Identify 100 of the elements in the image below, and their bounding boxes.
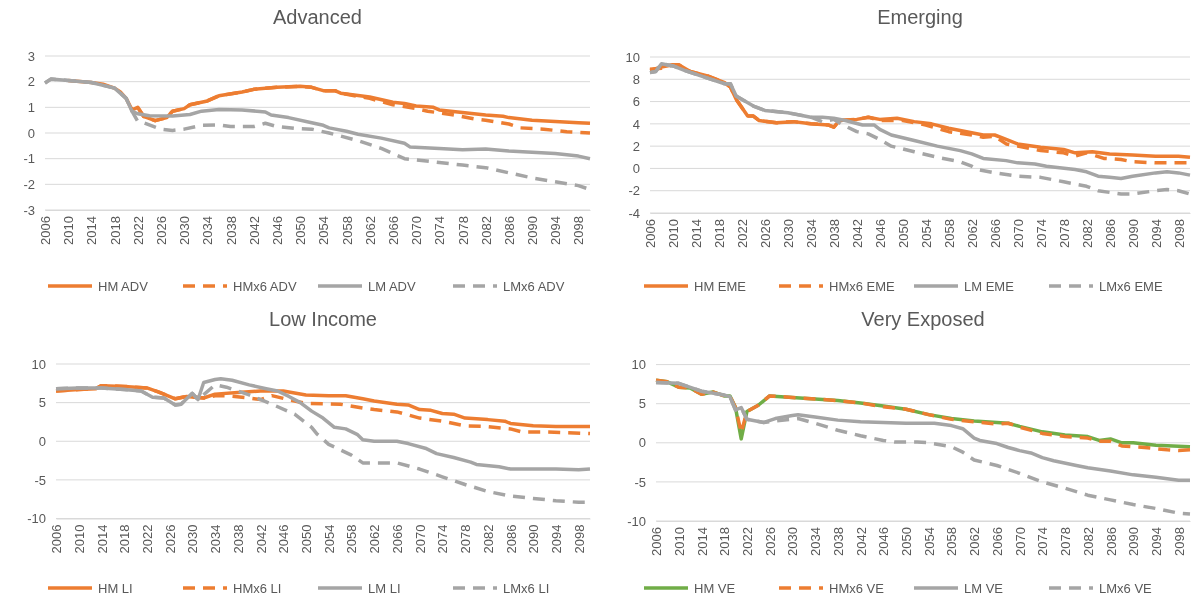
x-tick-label: 2042 (253, 524, 269, 554)
x-tick-label: 2030 (177, 216, 193, 245)
chart-title: Very Exposed (861, 308, 985, 330)
x-tick-label: 2026 (154, 216, 170, 245)
legend-label: HM EME (694, 279, 747, 294)
y-tick-label: 6 (632, 94, 640, 110)
x-tick-label: 2070 (1010, 219, 1026, 248)
x-tick-label: 2042 (853, 527, 869, 556)
x-tick-label: 2050 (895, 219, 911, 248)
x-tick-label: 2014 (689, 219, 705, 248)
legend-label: LM LI (368, 581, 401, 596)
x-tick-label: 2090 (1126, 527, 1142, 556)
x-tick-label: 2006 (643, 219, 659, 248)
x-tick-label: 2038 (223, 216, 239, 245)
y-tick-label: 0 (638, 435, 646, 451)
y-tick-label: 5 (638, 396, 646, 412)
x-tick-label: 2094 (548, 216, 564, 245)
y-tick-label: -5 (634, 474, 646, 490)
x-tick-label: 2010 (666, 219, 682, 248)
y-tick-label: 0 (632, 161, 640, 177)
x-tick-label: 2034 (208, 524, 224, 554)
x-tick-label: 2034 (803, 219, 819, 248)
y-tick-label: -5 (34, 472, 46, 488)
y-tick-label: 1 (27, 99, 35, 115)
y-tick-label: 10 (625, 49, 640, 65)
x-tick-label: 2050 (299, 524, 315, 554)
chart-title: Emerging (877, 6, 963, 28)
x-tick-label: 2006 (49, 524, 65, 554)
x-tick-label: 2030 (780, 219, 796, 248)
x-tick-label: 2094 (548, 524, 564, 554)
y-tick-label: 10 (31, 356, 46, 372)
x-tick-label: 2094 (1148, 219, 1164, 248)
x-tick-label: 2094 (1148, 527, 1164, 556)
legend-label: LM EME (964, 279, 1015, 294)
x-tick-label: 2098 (1171, 527, 1187, 556)
x-tick-label: 2098 (571, 216, 587, 245)
y-tick-label: 0 (38, 433, 46, 449)
legend-label: HM ADV (98, 279, 149, 294)
x-tick-label: 2078 (458, 524, 474, 554)
x-tick-label: 2050 (293, 216, 309, 245)
legend-label: HM VE (694, 581, 736, 596)
x-tick-label: 2086 (1103, 527, 1119, 556)
x-tick-label: 2006 (649, 527, 665, 556)
x-tick-label: 2022 (139, 524, 155, 554)
y-tick-label: 2 (632, 138, 640, 154)
x-tick-label: 2018 (717, 527, 733, 556)
x-tick-label: 2014 (694, 527, 710, 556)
x-tick-label: 2070 (1012, 527, 1028, 556)
y-tick-label: -4 (628, 205, 640, 221)
x-tick-label: 2038 (830, 527, 846, 556)
x-tick-label: 2062 (362, 216, 378, 245)
x-tick-label: 2082 (478, 216, 494, 245)
x-tick-label: 2042 (246, 216, 262, 245)
x-tick-label: 2066 (385, 216, 401, 245)
y-tick-label: -10 (27, 511, 46, 527)
x-tick-label: 2082 (1080, 527, 1096, 556)
x-tick-label: 2058 (339, 216, 355, 245)
x-tick-label: 2030 (185, 524, 201, 554)
x-tick-label: 2058 (344, 524, 360, 554)
x-tick-label: 2046 (276, 524, 292, 554)
legend-label: LM VE (964, 581, 1004, 596)
x-tick-label: 2054 (918, 219, 934, 248)
legend-label: LMx6 VE (1099, 581, 1153, 596)
x-tick-label: 2098 (571, 524, 587, 554)
x-tick-label: 2042 (849, 219, 865, 248)
x-tick-label: 2050 (899, 527, 915, 556)
x-tick-label: 2098 (1171, 219, 1187, 248)
chart-title: Advanced (273, 6, 362, 28)
x-tick-label: 2086 (1102, 219, 1118, 248)
legend-label: LMx6 EME (1099, 279, 1163, 294)
y-tick-label: -2 (628, 183, 640, 199)
x-tick-label: 2074 (1033, 219, 1049, 248)
x-tick-label: 2066 (389, 524, 405, 554)
y-tick-label: -2 (23, 176, 35, 192)
x-tick-label: 2090 (525, 216, 541, 245)
x-tick-label: 2074 (432, 216, 448, 245)
y-tick-label: -1 (23, 151, 35, 167)
y-tick-label: 4 (632, 116, 640, 132)
x-tick-label: 2022 (130, 216, 146, 245)
x-tick-label: 2046 (269, 216, 285, 245)
chart-title: Low Income (269, 308, 377, 330)
x-tick-label: 2082 (480, 524, 496, 554)
x-tick-label: 2066 (987, 219, 1003, 248)
legend-label: HMx6 ADV (233, 279, 297, 294)
legend-label: HM LI (98, 581, 133, 596)
x-tick-label: 2078 (455, 216, 471, 245)
x-tick-label: 2054 (321, 524, 337, 554)
x-tick-label: 2022 (734, 219, 750, 248)
y-tick-label: 0 (27, 125, 35, 141)
x-tick-label: 2046 (872, 219, 888, 248)
x-tick-label: 2074 (1035, 527, 1051, 556)
legend-label: HMx6 VE (829, 581, 885, 596)
x-tick-label: 2058 (941, 219, 957, 248)
x-tick-label: 2090 (1125, 219, 1141, 248)
x-tick-label: 2026 (162, 524, 178, 554)
x-tick-label: 2034 (808, 527, 824, 556)
x-tick-label: 2022 (739, 527, 755, 556)
x-tick-label: 2006 (38, 216, 54, 245)
x-tick-label: 2034 (200, 216, 216, 245)
x-tick-label: 2066 (989, 527, 1005, 556)
